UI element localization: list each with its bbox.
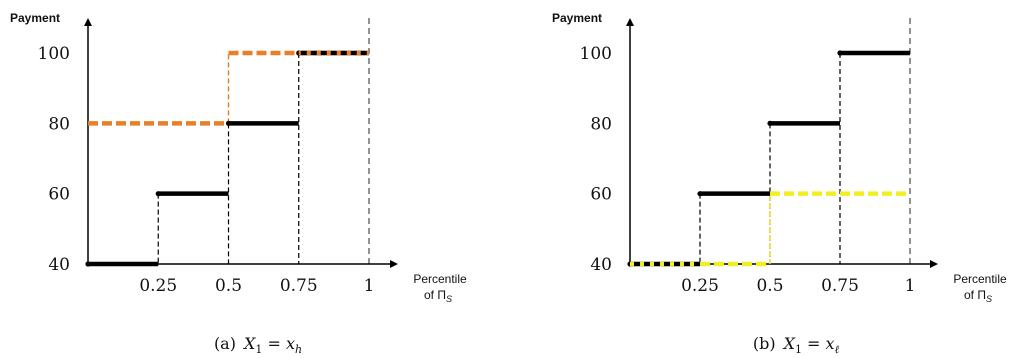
x-tick-label: 1 <box>364 276 375 296</box>
x-axis-arrow-icon <box>930 260 938 268</box>
x-tick-label: 1 <box>905 276 916 296</box>
x-axis-label-sub: S <box>986 294 992 304</box>
y-tick-label: 80 <box>48 114 70 134</box>
caption-eq: = <box>262 334 286 353</box>
x-axis-label-line2: of ΠS <box>424 288 452 304</box>
step-point <box>837 50 843 56</box>
x-tick-label: 0.75 <box>821 276 859 296</box>
step-point <box>85 261 91 267</box>
caption-val-sub: ℓ <box>835 343 840 356</box>
y-tick-label: 100 <box>38 44 70 64</box>
y-tick-label: 80 <box>590 114 612 134</box>
step-point <box>225 120 232 126</box>
caption-eq: = <box>802 334 826 353</box>
panel-caption: (b) X1 = xℓ <box>753 334 840 356</box>
x-axis-label-line2: of ΠS <box>964 288 992 304</box>
x-axis-arrow-icon <box>390 260 398 268</box>
x-axis-label-text: of Π <box>964 288 986 302</box>
y-axis-arrow-icon <box>626 18 634 26</box>
y-tick-label: 60 <box>590 185 612 205</box>
x-tick-label: 0.25 <box>139 276 177 296</box>
y-axis-label: Payment <box>10 11 60 25</box>
caption-val-sub: h <box>295 343 302 356</box>
y-tick-label: 100 <box>580 44 612 64</box>
caption-var: X <box>782 334 796 353</box>
chart-panel-a: 40 60 80 100 0.25 0.5 0.75 1 Payment Percentile of… <box>10 11 467 356</box>
step-point <box>697 191 703 197</box>
caption-var: X <box>242 334 256 353</box>
caption-val: x <box>286 334 295 353</box>
caption-tag: (a) <box>214 334 236 353</box>
y-tick-label: 40 <box>48 255 70 275</box>
x-axis-label-sub: S <box>446 294 452 304</box>
step-point <box>155 191 161 197</box>
caption-val: x <box>826 334 835 353</box>
x-tick-label: 0.75 <box>280 276 318 296</box>
x-tick-label: 0.5 <box>756 276 783 296</box>
caption-var-sub: 1 <box>255 343 262 356</box>
x-axis-label-line1: Percentile <box>413 272 467 286</box>
x-axis-label-text: of Π <box>424 288 446 302</box>
x-axis-label-line1: Percentile <box>953 272 1007 286</box>
chart-panel-b: 40 60 80 100 0.25 0.5 0.75 1 Payment Percentile of… <box>552 11 1007 356</box>
panel-caption: (a) X1 = xh <box>214 334 302 356</box>
y-axis-label: Payment <box>552 11 602 25</box>
y-tick-label: 40 <box>590 255 612 275</box>
y-tick-label: 60 <box>48 185 70 205</box>
y-axis-arrow-icon <box>84 18 92 26</box>
caption-tag: (b) <box>753 334 776 353</box>
x-tick-label: 0.25 <box>681 276 719 296</box>
step-point <box>767 120 773 126</box>
caption-var-sub: 1 <box>795 343 802 356</box>
x-tick-label: 0.5 <box>215 276 242 296</box>
